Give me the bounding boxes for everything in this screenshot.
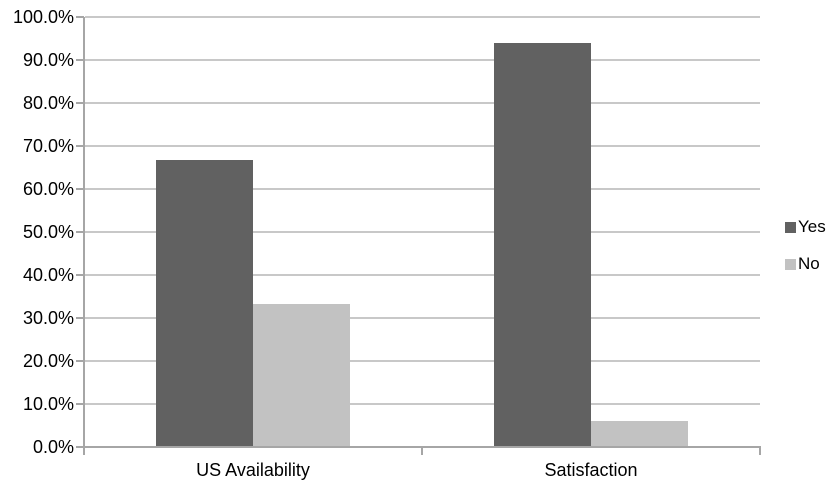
legend-swatch-no <box>785 258 796 270</box>
gridline <box>85 274 760 276</box>
y-axis-tick-label: 10.0% <box>22 394 74 414</box>
y-axis-tick-label: 30.0% <box>22 308 74 328</box>
y-axis-tick-label: 50.0% <box>22 222 74 242</box>
bar-yes-satisfaction <box>494 43 591 447</box>
gridline <box>85 188 760 190</box>
y-axis-tick <box>76 317 84 319</box>
y-axis-tick-label: 100.0% <box>12 7 74 27</box>
y-axis-tick-label: 70.0% <box>22 136 74 156</box>
y-axis-tick-label: 90.0% <box>22 50 74 70</box>
bar-no-satisfaction <box>591 421 688 447</box>
y-axis-tick-label: 20.0% <box>22 351 74 371</box>
y-axis-tick <box>76 403 84 405</box>
y-axis-tick-label: 0.0% <box>32 437 74 457</box>
x-axis-tick <box>759 446 761 455</box>
y-axis-tick <box>76 59 84 61</box>
bar-no-us-availability <box>253 304 350 447</box>
gridline <box>85 403 760 405</box>
y-axis-line <box>83 17 85 449</box>
legend-label: No <box>798 254 820 273</box>
y-axis-tick <box>76 446 84 448</box>
y-axis-tick <box>76 145 84 147</box>
legend-item-no: No <box>785 254 826 274</box>
y-axis-tick <box>76 188 84 190</box>
gridline <box>85 102 760 104</box>
x-axis-category-label: Satisfaction <box>544 460 638 480</box>
legend: Yes No <box>785 217 826 291</box>
legend-label: Yes <box>798 217 826 236</box>
legend-swatch-yes <box>785 221 796 233</box>
y-axis-tick-label: 60.0% <box>22 179 74 199</box>
gridline <box>85 59 760 61</box>
bar-yes-us-availability <box>156 160 253 447</box>
gridline <box>85 360 760 362</box>
x-axis-tick <box>83 446 85 455</box>
y-axis-tick <box>76 360 84 362</box>
y-axis-tick-label: 80.0% <box>22 93 74 113</box>
gridline <box>85 145 760 147</box>
y-axis-tick-label: 40.0% <box>22 265 74 285</box>
y-axis-tick <box>76 274 84 276</box>
gridline <box>85 317 760 319</box>
gridline <box>85 16 760 18</box>
gridline <box>85 231 760 233</box>
y-axis-tick <box>76 231 84 233</box>
x-axis-tick <box>421 446 423 455</box>
y-axis-tick <box>76 102 84 104</box>
x-axis-category-label: US Availability <box>196 460 310 480</box>
y-axis-tick <box>76 16 84 18</box>
legend-item-yes: Yes <box>785 217 826 237</box>
